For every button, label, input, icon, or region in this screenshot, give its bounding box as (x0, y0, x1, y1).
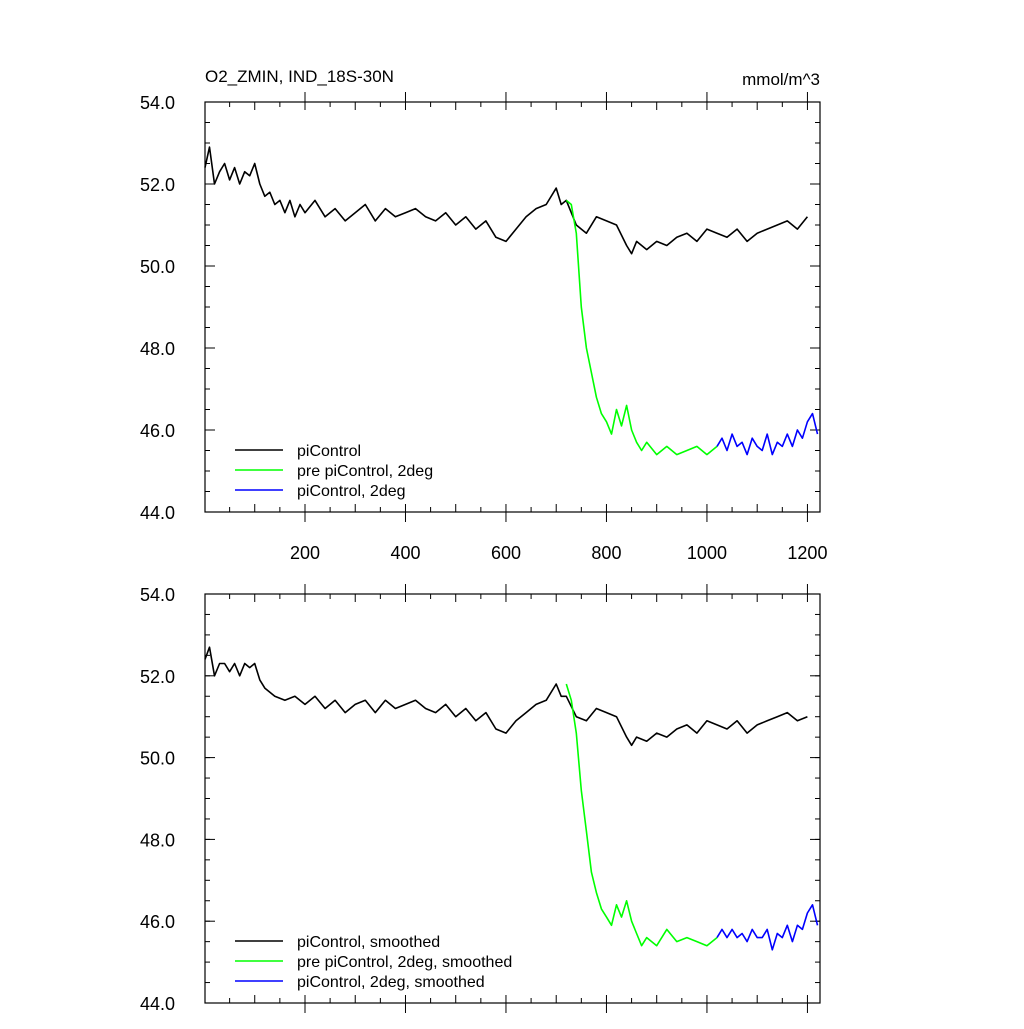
panel1-y-tick-label: 52.0 (140, 175, 175, 195)
panel1-series-line-1 (204, 146, 809, 255)
panel1-x-tick-label: 600 (491, 543, 521, 563)
panel1-y-tick-label: 46.0 (140, 421, 175, 441)
panel2-y-tick-label: 48.0 (140, 830, 175, 850)
panel1-x-tick-label: 400 (390, 543, 420, 563)
panel1-y-tick-label: 44.0 (140, 503, 175, 523)
panel1-x-tick-label: 200 (290, 543, 320, 563)
panel1-x-tick-label: 800 (591, 543, 621, 563)
panel2-y-tick-label: 52.0 (140, 667, 175, 687)
panel2-series-line-3 (716, 903, 819, 951)
panel1-legend-label-2: pre piControl, 2deg (297, 463, 433, 480)
panel2-legend-label-3: piControl, 2deg, smoothed (297, 974, 485, 991)
chart-title: O2_ZMIN, IND_18S-30N (205, 67, 394, 86)
panel1-x-tick-label: 1200 (787, 543, 827, 563)
panel2-y-tick-label: 54.0 (140, 585, 175, 605)
units-label: mmol/m^3 (742, 70, 820, 89)
panel2-series-line-1 (204, 646, 808, 747)
panel1-y-tick-label: 50.0 (140, 257, 175, 277)
panel2-y-tick-label: 46.0 (140, 912, 175, 932)
panel2-y-tick-label: 50.0 (140, 749, 175, 769)
panel1-series-line-3 (716, 412, 819, 456)
panel1-x-tick-label: 1000 (687, 543, 727, 563)
panel2-y-tick-label: 44.0 (140, 994, 175, 1014)
panel2-series-line-2 (565, 683, 718, 947)
panel1-legend-label-1: piControl (297, 443, 361, 460)
panel1-legend-label-3: piControl, 2deg (297, 483, 406, 500)
panel1-series-line-2 (565, 199, 718, 456)
panel1-y-tick-label: 54.0 (140, 93, 175, 113)
panel2-legend-label-1: piControl, smoothed (297, 934, 440, 951)
panel2-legend-label-2: pre piControl, 2deg, smoothed (297, 954, 512, 971)
panel1-y-tick-label: 48.0 (140, 339, 175, 359)
